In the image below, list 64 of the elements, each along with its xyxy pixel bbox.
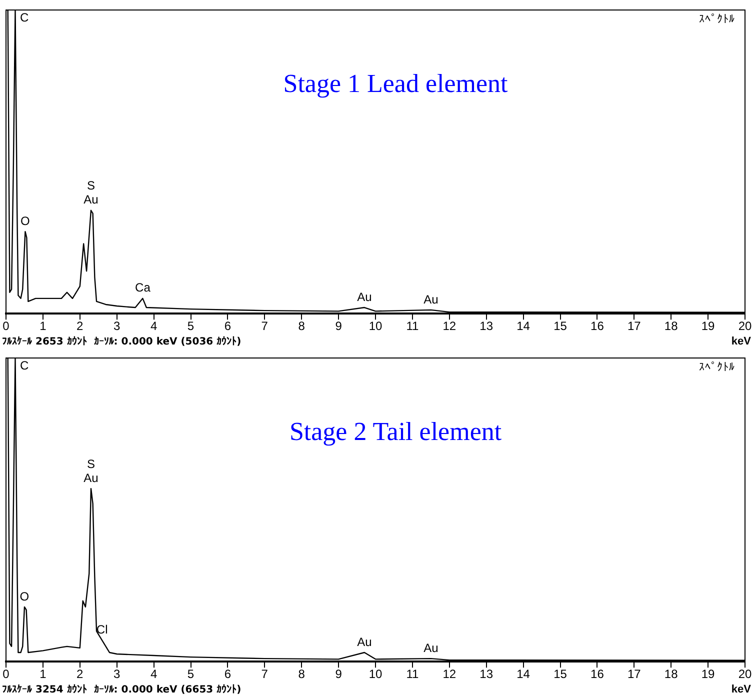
annotation: Au [424,640,438,655]
x-tick-label: 8 [298,667,306,682]
x-tick-label: 9 [335,667,342,682]
x-tick-label: 16 [590,667,604,682]
annotation: S [86,456,95,471]
x-tick-label: 19 [701,319,716,334]
x-tick-label: 5 [187,319,194,334]
x-axis-title: keV [731,684,752,696]
x-tick-label: 7 [261,667,268,682]
x-tick-label: 0 [2,319,10,334]
x-tick-label: 2 [76,319,84,334]
x-tick-label: 7 [261,319,268,334]
annotation: Au [357,634,372,649]
x-tick-label: 6 [224,319,232,334]
x-tick-label: 20 [738,667,752,682]
annotation: Au [424,292,438,306]
x-tick-label: 4 [150,667,158,682]
x-tick-label: 16 [590,319,604,334]
x-tick-label: 3 [114,319,121,334]
x-tick-label: 13 [480,319,494,334]
x-tick-label: 11 [406,667,419,682]
x-tick-label: 10 [368,319,382,334]
x-tick-label: 13 [480,667,494,682]
x-tick-label: 2 [76,667,84,682]
annotation: Cl [96,622,108,637]
x-tick-label: 5 [187,667,194,682]
text: Stage 2 Tail element [289,416,502,446]
text: ﾌﾙｽｹｰﾙ 3254 ｶｳﾝﾄ ｶｰｿﾙ: 0.000 keV (6653 ｶｳﾝﾄ) [2,684,242,696]
x-tick-label: 4 [150,319,158,334]
x-tick-label: 12 [442,319,456,334]
text: ﾌﾙｽｹｰﾙ 2653 ｶｳﾝﾄ ｶｰｿﾙ: 0.000 keV (5036 ｶｳﾝﾄ) [2,336,242,348]
chart-subtitle: ｽﾍﾟｸﾄﾙ [699,360,735,374]
x-tick-label: 3 [114,667,121,682]
x-tick-label: 0 [2,667,10,682]
x-tick-label: 14 [516,319,530,334]
annotation: S [86,178,95,193]
x-tick-label: 15 [554,667,568,682]
x-tick-label: 17 [627,319,642,334]
x-tick-label: 20 [738,319,752,334]
x-tick-label: 6 [224,667,232,682]
annotation: Au [357,290,372,304]
x-tick-label: 9 [335,319,342,334]
x-tick-label: 18 [664,319,678,334]
x-tick-label: 14 [516,667,530,682]
x-tick-label: 10 [368,667,382,682]
annotation: C [20,358,29,372]
x-axis-title: keV [731,336,752,348]
x-tick-label: 19 [701,667,716,682]
text: Stage 1 Lead element [283,68,509,98]
annotation: Ca [135,280,151,295]
x-tick-label: 1 [40,319,47,334]
x-tick-label: 11 [406,319,419,334]
annotation: O [20,589,30,604]
annotation: Au [84,470,98,485]
x-tick-label: 18 [664,667,678,682]
x-tick-label: 1 [40,667,47,682]
annotation: O [20,214,30,228]
chart-subtitle: ｽﾍﾟｸﾄﾙ [699,12,735,26]
annotation: C [20,10,29,24]
x-tick-label: 15 [554,319,568,334]
annotation: Au [84,192,98,207]
x-tick-label: 17 [627,667,642,682]
x-tick-label: 12 [442,667,456,682]
x-tick-label: 8 [298,319,306,334]
